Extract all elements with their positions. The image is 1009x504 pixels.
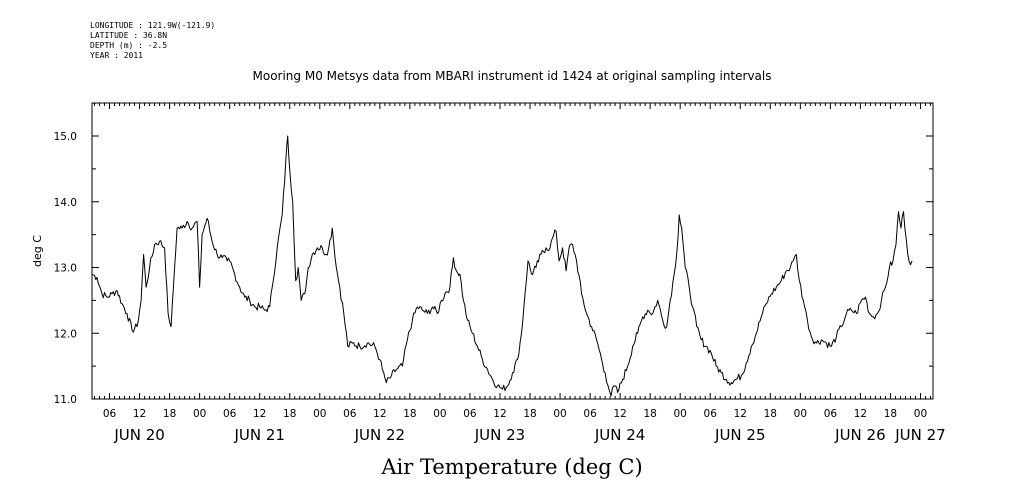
dataset-metadata: LONGITUDE : 121.9W(-121.9) LATITUDE : 36… — [90, 21, 215, 61]
x-tick-label: 06 — [463, 408, 477, 420]
x-day-label: JUN 21 — [233, 426, 284, 444]
x-tick-label: 12 — [493, 408, 506, 420]
y-tick-label: 13.0 — [54, 263, 77, 275]
meta-year: YEAR : 2011 — [90, 51, 143, 60]
x-day-label: JUN 24 — [594, 426, 645, 444]
x-day-label: JUN 23 — [474, 426, 525, 444]
x-tick-label: 18 — [643, 408, 656, 420]
meta-longitude: LONGITUDE : 121.9W(-121.9) — [90, 21, 216, 30]
x-day-label: JUN 25 — [714, 426, 765, 444]
x-axis-ticks — [94, 103, 931, 399]
x-tick-label: 12 — [133, 408, 146, 420]
x-tick-label: 06 — [583, 408, 597, 420]
chart-title: Mooring M0 Metsys data from MBARI instru… — [253, 69, 772, 83]
x-tick-label: 18 — [884, 408, 897, 420]
x-tick-label: 00 — [914, 408, 927, 420]
y-tick-label: 14.0 — [54, 197, 77, 209]
x-tick-label: 06 — [824, 408, 838, 420]
x-tick-label: 12 — [373, 408, 386, 420]
x-tick-label: 00 — [794, 408, 807, 420]
y-axis: 11.0 12.0 13.0 14.0 15.0 — [54, 102, 933, 406]
x-tick-label: 12 — [734, 408, 747, 420]
y-tick-label: 12.0 — [54, 328, 77, 340]
x-tick-label: 00 — [674, 408, 687, 420]
y-tick-label: 15.0 — [54, 131, 77, 143]
x-tick-label: 00 — [313, 408, 326, 420]
x-tick-label: 06 — [343, 408, 357, 420]
x-axis-labels: 06 12 18 00 06 12 18 00 06 12 18 00 06 12 18 00 06 12 18 00… — [103, 408, 946, 444]
x-tick-label: 18 — [403, 408, 416, 420]
series-group — [91, 135, 913, 397]
x-tick-label: 12 — [253, 408, 266, 420]
x-tick-label: 06 — [704, 408, 718, 420]
x-day-label: JUN 22 — [354, 426, 405, 444]
x-tick-label: 18 — [163, 408, 176, 420]
plot-frame — [91, 102, 934, 400]
x-tick-label: 12 — [854, 408, 867, 420]
x-tick-label: 00 — [193, 408, 206, 420]
x-tick-label: 06 — [223, 408, 237, 420]
x-tick-label: 18 — [283, 408, 296, 420]
meta-depth: DEPTH (m) : -2.5 — [90, 41, 168, 50]
x-tick-label: 18 — [764, 408, 777, 420]
x-tick-label: 06 — [103, 408, 117, 420]
y-tick-label: 11.0 — [54, 394, 77, 406]
x-axis-label: Air Temperature (deg C) — [380, 455, 642, 479]
meta-latitude: LATITUDE : 36.8N — [90, 31, 168, 40]
series-line-air-temperature — [91, 135, 913, 397]
x-tick-label: 00 — [553, 408, 566, 420]
x-day-label: JUN 20 — [113, 426, 164, 444]
x-day-label: JUN 27 — [894, 426, 945, 444]
x-tick-label: 00 — [433, 408, 446, 420]
x-tick-label: 18 — [523, 408, 536, 420]
x-day-label: JUN 26 — [834, 426, 885, 444]
y-axis-label: deg C — [31, 235, 44, 267]
x-tick-label: 12 — [613, 408, 626, 420]
